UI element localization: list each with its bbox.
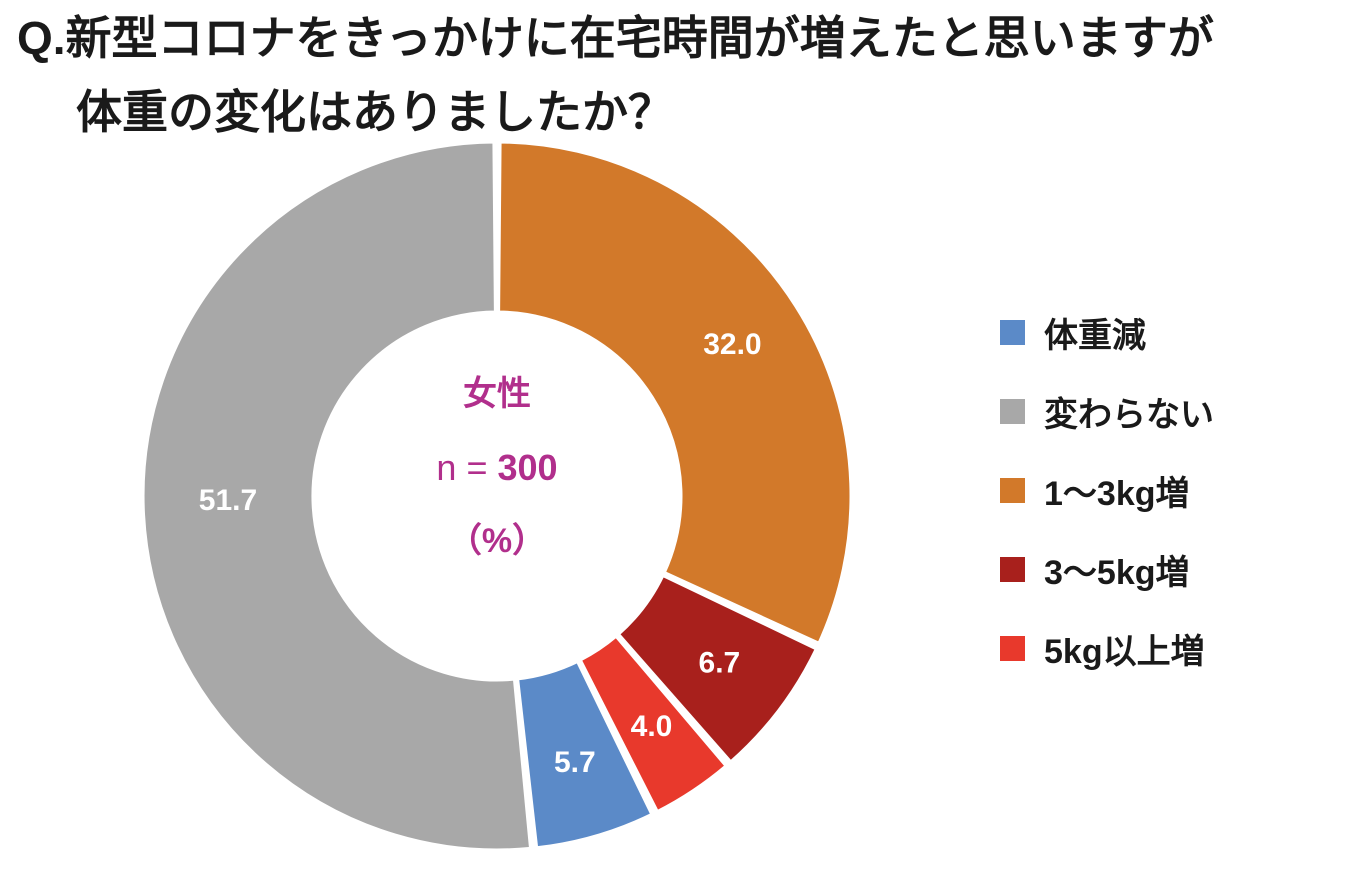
svg-text:32.0: 32.0: [703, 328, 761, 361]
svg-text:4.0: 4.0: [631, 710, 673, 743]
svg-text:（%）: （%）: [448, 521, 546, 560]
svg-text:n = 300: n = 300: [436, 447, 557, 488]
svg-text:女性: 女性: [463, 374, 531, 413]
svg-text:51.7: 51.7: [199, 484, 257, 517]
svg-text:5.7: 5.7: [554, 746, 596, 779]
svg-text:6.7: 6.7: [699, 646, 741, 679]
